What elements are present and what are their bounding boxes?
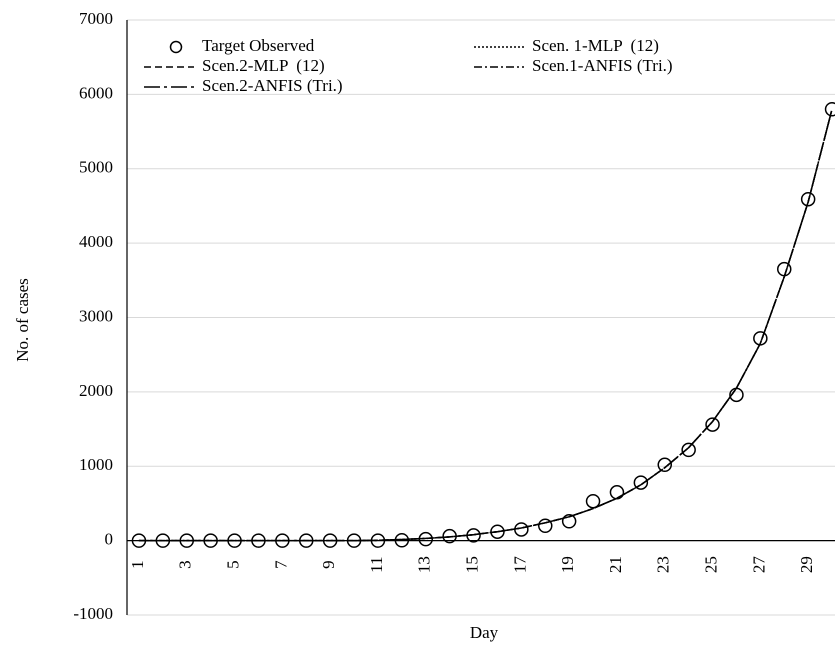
y-tick-label: 2000 [79,381,113,400]
x-tick-label: 17 [510,556,529,574]
y-axis-label: No. of cases [13,278,32,362]
x-tick-label: 25 [701,556,720,573]
x-axis-label: Day [470,623,499,642]
data-point [609,485,625,500]
x-tick-label: 9 [319,560,338,569]
x-tick-label: 27 [749,556,768,574]
data-point [538,518,553,533]
data-point [561,514,577,529]
data-point [633,475,649,490]
x-tick-label: 7 [271,560,290,569]
legend-label: Target Observed [202,36,315,55]
y-tick-label: 5000 [79,158,113,177]
data-point [705,417,720,432]
y-tick-label: -1000 [73,604,113,623]
data-point [800,191,816,207]
x-tick-label: 5 [223,560,242,569]
data-point [514,522,529,537]
x-tick-label: 23 [654,556,673,573]
data-point [824,102,835,117]
x-tick-label: 19 [558,556,577,573]
y-tick-label: 4000 [79,232,113,251]
y-tick-label: 6000 [79,83,113,102]
legend-label: Scen.1-ANFIS (Tri.) [532,56,673,75]
y-tick-label: 0 [105,530,114,549]
legend-marker [169,40,183,54]
x-tick-label: 15 [462,556,481,573]
legend-label: Scen.2-ANFIS (Tri.) [202,76,343,95]
series-line [138,109,833,542]
x-tick-label: 11 [367,556,386,572]
x-tick-label: 13 [415,556,434,573]
data-point [585,493,601,509]
x-tick-label: 21 [606,556,625,573]
y-tick-label: 1000 [79,455,113,474]
y-tick-label: 3000 [79,306,113,325]
data-point [490,524,505,539]
x-tick-label: 3 [176,560,195,569]
data-point [657,457,672,473]
series-line [138,109,833,542]
y-tick-label: 7000 [79,9,113,28]
data-point [681,442,696,458]
legend-label: Scen. 1-MLP (12) [532,36,659,55]
series-line [138,109,833,542]
legend: Target Observed Scen. 1-MLP (12) Scen.2-ML… [144,36,673,95]
legend-label: Scen.2-MLP (12) [202,56,325,75]
x-tick-label: 29 [797,556,816,573]
x-tick-label: 1 [128,560,147,569]
series-line [138,109,833,542]
